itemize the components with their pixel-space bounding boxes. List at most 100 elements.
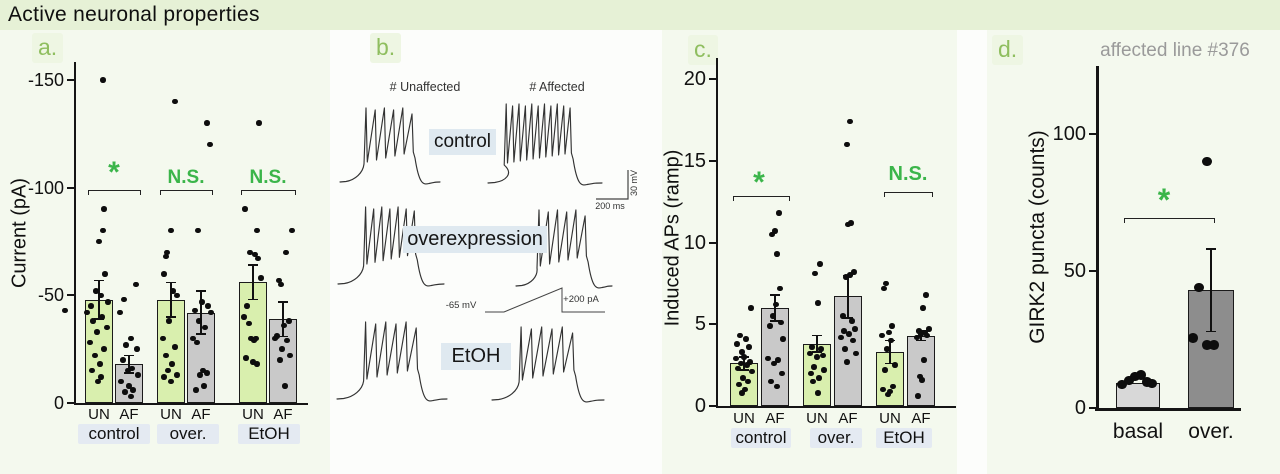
data-point <box>164 249 170 256</box>
panel-d-subtitle: affected line #376 <box>1100 40 1250 61</box>
data-point <box>914 334 920 341</box>
data-point <box>172 344 178 350</box>
y-axis <box>716 58 718 406</box>
panel-gap-background <box>957 30 987 474</box>
data-point <box>276 277 282 283</box>
data-point <box>887 388 893 395</box>
error-bar-cap <box>739 369 749 371</box>
error-bar <box>743 356 745 371</box>
error-bar-cap <box>812 334 822 337</box>
group-label: EtOH <box>876 428 932 448</box>
error-bar-cap <box>248 264 258 266</box>
data-point <box>94 329 100 335</box>
data-point <box>851 269 857 275</box>
data-point <box>95 378 101 385</box>
error-bar <box>774 294 776 321</box>
y-tick-label: 10 <box>683 231 706 254</box>
ramp-peak-label: +200 pA <box>563 294 599 305</box>
data-point <box>740 375 746 381</box>
y-tick <box>1089 407 1096 409</box>
data-point <box>101 206 107 212</box>
data-point <box>199 299 205 305</box>
data-point <box>205 303 211 309</box>
panel-b-row-label-etoh: EtOH <box>441 343 511 370</box>
bar-label: UN <box>733 410 755 427</box>
data-point <box>129 365 135 372</box>
data-point <box>918 331 924 337</box>
data-point <box>1209 340 1219 350</box>
data-point <box>117 309 123 316</box>
error-bar-cap <box>196 333 206 335</box>
data-point <box>200 367 206 374</box>
data-point <box>254 361 260 367</box>
significance-bracket <box>884 192 933 197</box>
y-tick-label: -150 <box>27 70 64 90</box>
panel-c-label: c. <box>688 35 718 65</box>
data-point <box>193 387 199 393</box>
data-point <box>258 275 264 281</box>
data-point <box>121 296 127 303</box>
panel-b-col-header-affected: # Affected <box>529 80 585 94</box>
y-tick-label: 5 <box>694 313 706 336</box>
data-point <box>242 206 248 212</box>
panel-a-label: a. <box>32 33 64 63</box>
data-point <box>92 352 98 359</box>
data-point <box>287 352 293 359</box>
data-point <box>814 354 820 360</box>
data-point <box>243 355 249 361</box>
data-point <box>739 390 745 396</box>
error-bar-cap <box>166 281 176 284</box>
data-point <box>778 319 784 326</box>
data-point <box>838 334 844 341</box>
significance-label: * <box>1157 182 1171 218</box>
data-point <box>161 374 167 380</box>
data-point <box>272 335 278 342</box>
data-point <box>882 367 888 373</box>
y-tick <box>67 402 74 404</box>
data-point <box>192 307 198 314</box>
data-point <box>847 272 853 278</box>
data-point <box>244 303 250 309</box>
y-tick <box>709 323 716 326</box>
data-point <box>774 251 780 257</box>
y-tick <box>709 241 716 244</box>
data-point <box>841 328 847 334</box>
y-axis <box>74 62 76 403</box>
data-point <box>104 324 110 331</box>
data-point <box>196 318 202 324</box>
y-tick-label: 20 <box>683 68 706 90</box>
data-point <box>254 227 260 234</box>
data-point <box>118 378 124 385</box>
data-point <box>881 285 887 292</box>
data-point <box>884 346 890 352</box>
data-point <box>922 329 928 336</box>
data-point <box>848 220 854 226</box>
data-point <box>1188 333 1198 343</box>
data-point <box>165 367 171 374</box>
error-bar-cap <box>1206 248 1216 250</box>
data-point <box>279 346 285 352</box>
data-point <box>1147 378 1157 389</box>
data-point <box>246 320 252 327</box>
data-point <box>780 336 786 342</box>
data-point <box>100 77 106 83</box>
data-point <box>916 328 922 334</box>
data-point <box>128 393 134 400</box>
significance-bracket <box>241 190 296 195</box>
significance-bracket <box>88 190 141 195</box>
y-tick <box>709 78 716 80</box>
bar-label: UN <box>160 406 182 423</box>
data-point <box>282 383 288 389</box>
data-point <box>812 270 818 277</box>
y-axis <box>1096 66 1099 408</box>
data-point <box>133 281 139 288</box>
data-point <box>777 285 783 292</box>
data-point <box>123 342 129 348</box>
data-point <box>810 378 816 385</box>
data-point <box>850 337 856 344</box>
data-point <box>844 359 850 365</box>
data-point <box>278 281 284 288</box>
data-point <box>735 365 741 372</box>
bar-label: UN <box>806 410 828 427</box>
significance-bracket <box>160 190 213 195</box>
